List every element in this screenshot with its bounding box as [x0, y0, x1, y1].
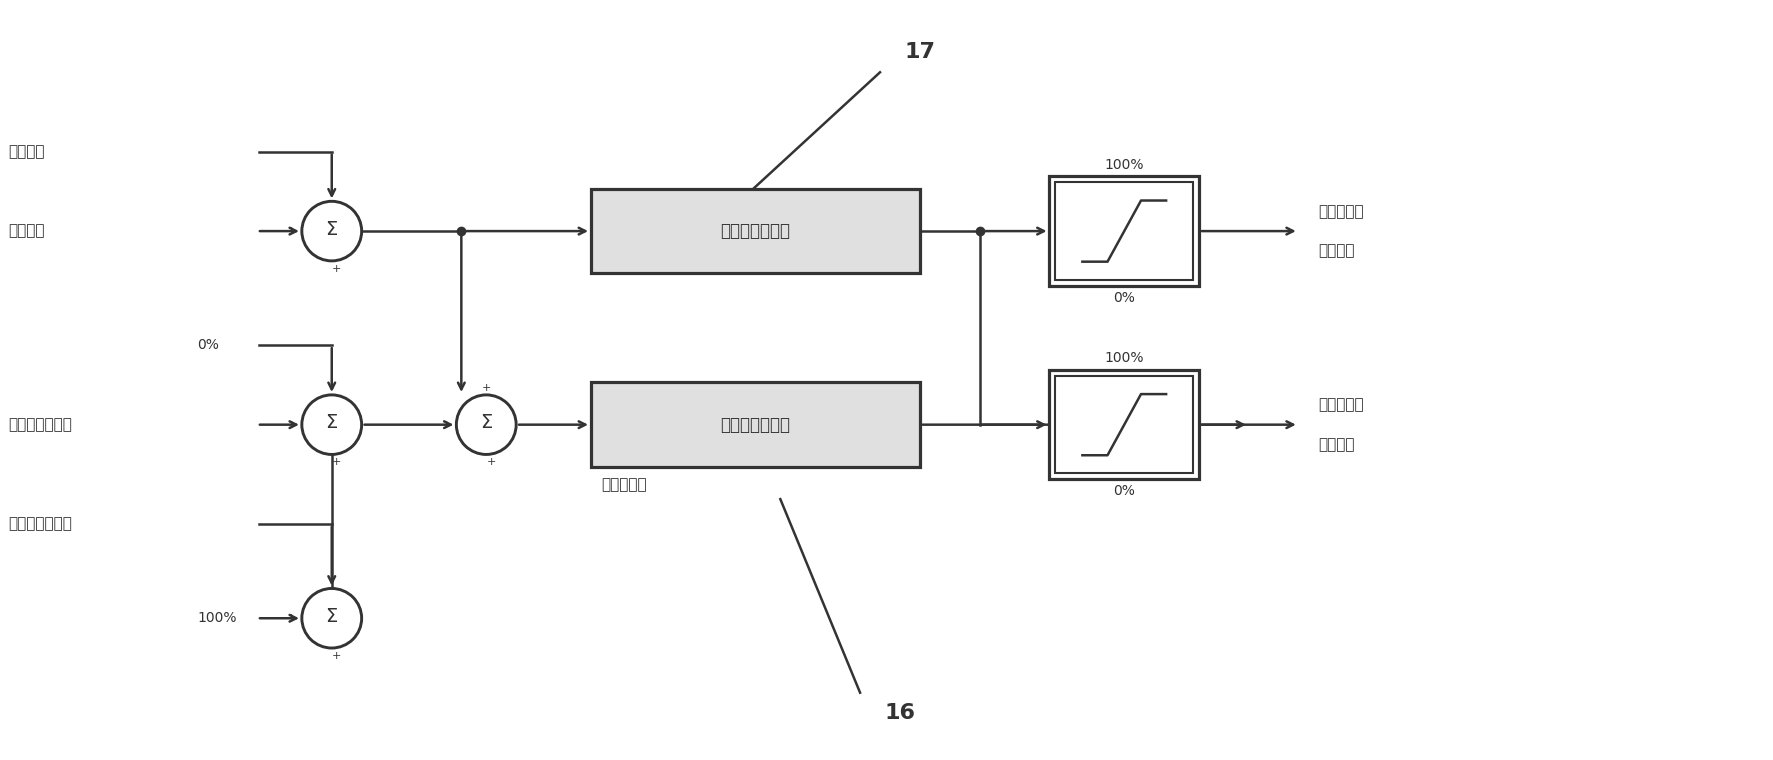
- Text: -: -: [330, 577, 333, 587]
- Text: +: +: [480, 383, 491, 393]
- Bar: [1055, 182, 1193, 280]
- Text: $\Sigma$: $\Sigma$: [324, 413, 339, 432]
- Circle shape: [301, 201, 362, 261]
- Bar: [1050, 176, 1199, 286]
- Text: 16: 16: [885, 702, 915, 723]
- Text: -: -: [330, 189, 333, 199]
- Text: -: -: [330, 383, 333, 393]
- Bar: [590, 382, 920, 467]
- Text: 第二无差控制器: 第二无差控制器: [720, 222, 791, 240]
- Text: +: +: [441, 420, 450, 429]
- Text: 旁通调节阀: 旁通调节阀: [1317, 397, 1363, 413]
- Text: +: +: [332, 458, 340, 467]
- Bar: [1055, 376, 1193, 473]
- Text: 0%: 0%: [197, 338, 218, 352]
- Text: 旁通调节阀开度: 旁通调节阀开度: [7, 417, 71, 432]
- Circle shape: [301, 588, 362, 648]
- Text: 燃料量指令: 燃料量指令: [601, 477, 645, 492]
- Circle shape: [301, 395, 362, 454]
- Bar: [590, 189, 920, 274]
- Text: 100%: 100%: [1105, 157, 1144, 172]
- Text: 0%: 0%: [1113, 484, 1135, 499]
- Text: +: +: [332, 264, 340, 274]
- Text: 100%: 100%: [197, 611, 236, 625]
- Text: +: +: [287, 226, 296, 236]
- Text: +: +: [287, 613, 296, 623]
- Text: 第一无差控制器: 第一无差控制器: [720, 416, 791, 434]
- Text: +: +: [332, 651, 340, 661]
- Text: 100%: 100%: [1105, 351, 1144, 365]
- Text: $\Sigma$: $\Sigma$: [479, 413, 493, 432]
- Text: +: +: [287, 420, 296, 429]
- Text: +: +: [486, 458, 496, 467]
- Text: 0%: 0%: [1113, 290, 1135, 305]
- Circle shape: [456, 395, 516, 454]
- Text: $\Sigma$: $\Sigma$: [324, 220, 339, 239]
- Text: 高压调节阀: 高压调节阀: [1317, 204, 1363, 219]
- Text: 发电功率: 发电功率: [7, 144, 44, 159]
- Text: 17: 17: [904, 43, 934, 62]
- Text: 开度指令: 开度指令: [1317, 437, 1355, 452]
- Text: 开度指令: 开度指令: [1317, 243, 1355, 258]
- Bar: [1050, 370, 1199, 480]
- Text: 功率需求: 功率需求: [7, 223, 44, 239]
- Text: 高压调节阀开度: 高压调节阀开度: [7, 517, 71, 531]
- Text: $\Sigma$: $\Sigma$: [324, 606, 339, 625]
